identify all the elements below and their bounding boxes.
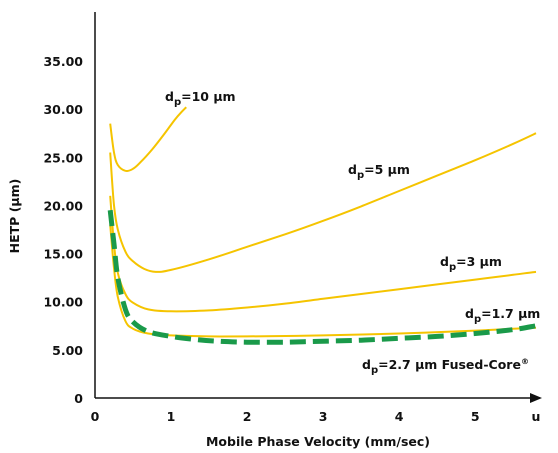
x-tick-label: u xyxy=(532,409,541,424)
tick-labels: 0 1 2 3 4 5 u 0 5.00 10.00 15.00 20.00 25.00 30.00 35.… xyxy=(43,54,540,424)
y-tick-label: 25.00 xyxy=(43,150,83,165)
x-tick-label: 0 xyxy=(91,409,100,424)
x-tick-label: 3 xyxy=(319,409,328,424)
label-dp-2-7um-fused-core: dp=2.7 µm Fused-Core® xyxy=(362,357,529,376)
y-tick-label: 0 xyxy=(74,391,83,406)
x-tick-label: 4 xyxy=(395,409,404,424)
x-tick-label: 5 xyxy=(471,409,480,424)
curves xyxy=(107,106,537,345)
label-dp-3um: dp=3 µm xyxy=(440,254,502,273)
curve-dp-3um xyxy=(109,195,537,313)
y-axis-label: HETP (µm) xyxy=(7,179,22,254)
curve-dp-5um xyxy=(109,132,537,273)
curve-dp-2-7um-fused-core xyxy=(107,209,537,345)
curve-dp-10um xyxy=(109,106,187,172)
x-tick-label: 1 xyxy=(167,409,176,424)
y-tick-label: 10.00 xyxy=(43,295,83,310)
axes xyxy=(94,12,542,403)
y-tick-label: 30.00 xyxy=(43,102,83,117)
y-tick-label: 5.00 xyxy=(52,343,83,358)
label-dp-10um: dp=10 µm xyxy=(165,89,236,108)
x-axis-label: Mobile Phase Velocity (mm/sec) xyxy=(206,434,430,449)
y-tick-label: 35.00 xyxy=(43,54,83,69)
label-dp-5um: dp=5 µm xyxy=(348,162,410,181)
curve-labels: dp=10 µm dp=5 µm dp=3 µm dp=1.7 µm dp=2.7 µm… xyxy=(165,89,540,376)
y-tick-label: 15.00 xyxy=(43,247,83,262)
label-dp-1-7um: dp=1.7 µm xyxy=(465,306,540,325)
x-tick-label: 2 xyxy=(243,409,252,424)
y-tick-label: 20.00 xyxy=(43,198,83,213)
curve-dp-1-7um xyxy=(109,224,537,338)
x-axis-arrow-icon xyxy=(530,393,542,403)
